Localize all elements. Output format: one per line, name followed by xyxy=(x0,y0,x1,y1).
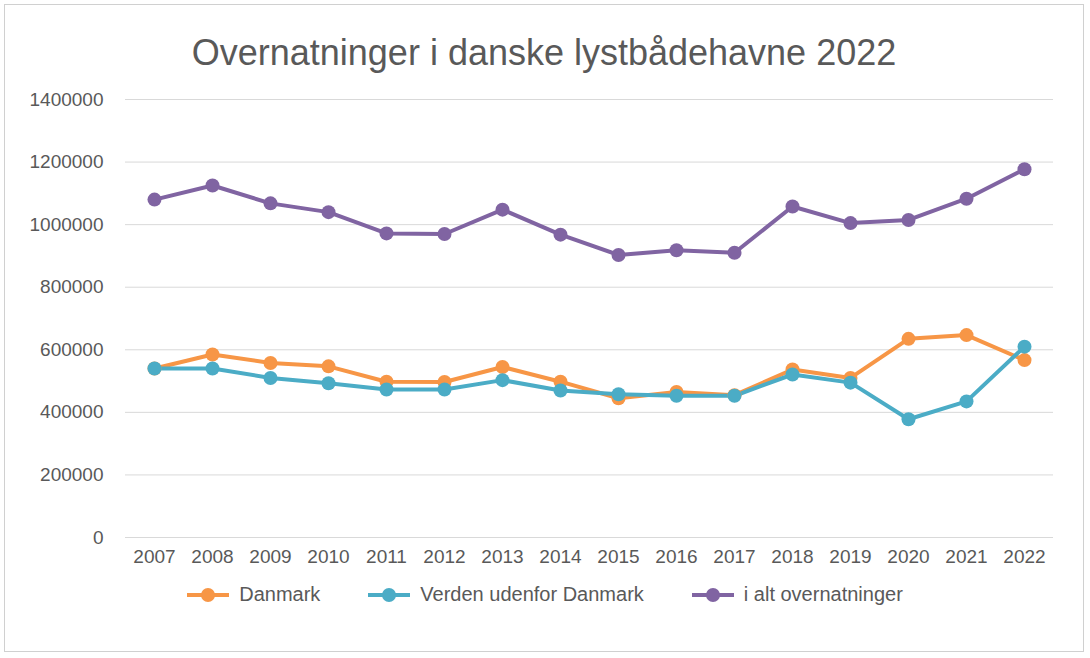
svg-text:2007: 2007 xyxy=(133,546,175,567)
svg-text:2017: 2017 xyxy=(713,546,755,567)
svg-text:0: 0 xyxy=(93,527,104,548)
html-text:Danmark: Danmark xyxy=(239,583,321,605)
svg-text:2016: 2016 xyxy=(655,546,697,567)
html-text:Verden udenfor Danmark: Verden udenfor Danmark xyxy=(420,583,644,605)
svg-text:2022: 2022 xyxy=(1003,546,1045,567)
svg-text:2020: 2020 xyxy=(887,546,929,567)
svg-text:2012: 2012 xyxy=(423,546,465,567)
svg-text:2013: 2013 xyxy=(481,546,523,567)
svg-text:600000: 600000 xyxy=(40,339,103,360)
svg-text:400000: 400000 xyxy=(40,401,103,422)
svg-text:1000000: 1000000 xyxy=(30,214,104,235)
svg-text:2015: 2015 xyxy=(597,546,639,567)
svg-text:2021: 2021 xyxy=(945,546,987,567)
svg-text:800000: 800000 xyxy=(40,276,103,297)
svg-text:1200000: 1200000 xyxy=(30,151,104,172)
svg-text:2010: 2010 xyxy=(307,546,349,567)
svg-text:2014: 2014 xyxy=(539,546,582,567)
html-text:Overnatninger i danske lystbåd: Overnatninger i danske lystbådehavne 202… xyxy=(191,32,897,73)
svg-text:2019: 2019 xyxy=(829,546,871,567)
svg-text:1400000: 1400000 xyxy=(30,89,104,110)
html-text:i alt overnatninger: i alt overnatninger xyxy=(743,583,903,605)
svg-text:2008: 2008 xyxy=(191,546,233,567)
svg-text:2018: 2018 xyxy=(771,546,813,567)
svg-text:200000: 200000 xyxy=(40,464,103,485)
svg-text:2011: 2011 xyxy=(366,546,407,567)
svg-text:2009: 2009 xyxy=(249,546,291,567)
